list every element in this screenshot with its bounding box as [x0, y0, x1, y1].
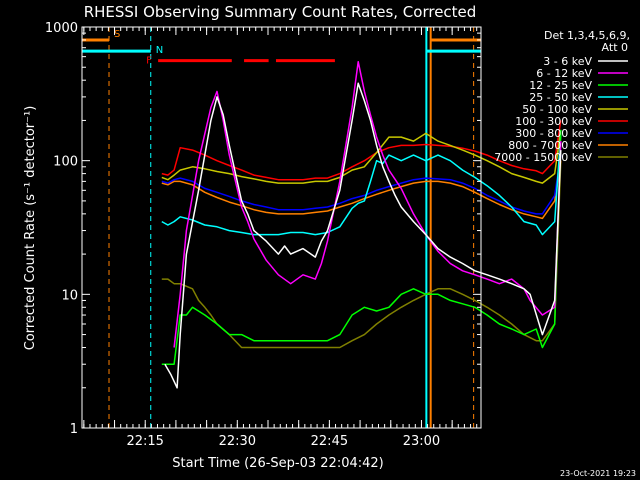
plot-frame	[81, 26, 482, 429]
series-line-5	[161, 120, 562, 181]
series-line-4	[161, 129, 562, 184]
x-tick-label-1: 22:30	[219, 434, 256, 449]
footer-timestamp: 23-Oct-2021 19:23	[560, 469, 636, 478]
saa-label: S	[114, 29, 120, 40]
legend-label-4: 50 - 100 keV	[522, 103, 592, 116]
x-axis-label: Start Time (26-Sep-03 22:04:42)	[172, 456, 383, 471]
markers: S NF	[82, 27, 481, 428]
y-tick-label-2: 100	[53, 155, 78, 170]
legend-label-0: 3 - 6 keV	[543, 55, 592, 68]
x-tick-label-3: 23:00	[403, 434, 440, 449]
legend-label-2: 12 - 25 keV	[529, 79, 592, 92]
legend-label-6: 300 - 800 keV	[515, 127, 592, 140]
series-line-7	[161, 160, 562, 220]
series-line-6	[161, 154, 562, 215]
chart-title: RHESSI Observing Summary Count Rates, Co…	[84, 3, 477, 21]
legend-label-7: 800 - 7000 keV	[508, 139, 592, 152]
x-tick-label-2: 22:45	[311, 434, 348, 449]
legend-label-3: 25 - 50 keV	[529, 91, 592, 104]
legend-header-line2: Att 0	[602, 41, 628, 54]
legend-label-5: 100 - 300 keV	[515, 115, 592, 128]
axes: 1 10 100 1000 22:15 22:30 22:45 23:00	[45, 21, 482, 449]
x-tick-label-0: 22:15	[126, 434, 163, 449]
y-axis-label: Corrected Count Rate (s⁻¹ detector⁻¹)	[23, 106, 38, 351]
series-line-8	[161, 160, 562, 349]
legend-label-1: 6 - 12 keV	[536, 67, 592, 80]
series-line-2	[161, 129, 562, 365]
series-line-3	[161, 133, 562, 236]
night-label: N	[156, 45, 163, 56]
series-line-1	[173, 60, 562, 348]
flare-label: F	[146, 56, 152, 67]
legend-header-line1: Det 1,3,4,5,6,9,	[544, 29, 630, 42]
y-tick-label-1: 10	[61, 288, 78, 303]
y-tick-label-0: 1	[70, 422, 78, 437]
legend-label-8: 7000 - 15000 keV	[494, 151, 592, 164]
y-tick-label-3: 1000	[45, 21, 78, 36]
